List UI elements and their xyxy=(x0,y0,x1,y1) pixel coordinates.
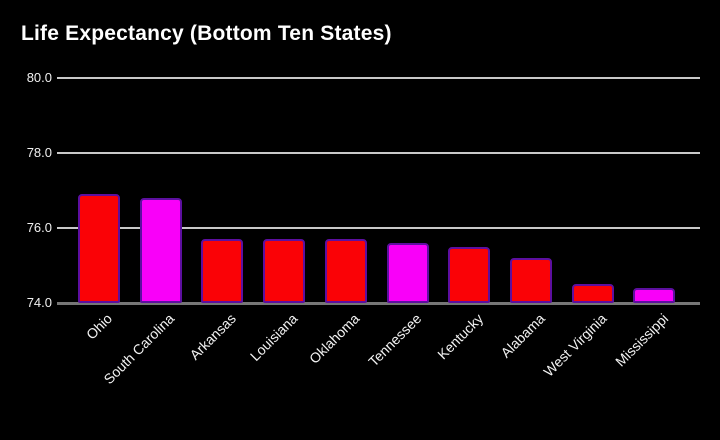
y-tick-label: 80.0 xyxy=(26,70,52,85)
bar-arkansas xyxy=(201,239,244,303)
bar-ohio xyxy=(78,194,120,303)
gridline-76.0 xyxy=(57,227,700,229)
y-tick-label: 76.0 xyxy=(26,220,52,235)
bar-oklahoma xyxy=(324,239,367,303)
x-tick-label-tennessee: Tennessee xyxy=(364,310,425,370)
bar-mississippi xyxy=(633,288,676,303)
bar-louisiana xyxy=(263,239,306,303)
x-tick-label-ohio: Ohio xyxy=(83,310,116,343)
x-tick-label-mississippi: Mississippi xyxy=(611,310,671,370)
y-tick-label: 74.0 xyxy=(26,295,52,310)
x-tick-label-arkansas: Arkansas xyxy=(186,310,240,363)
x-tick-label-oklahoma: Oklahoma xyxy=(305,310,363,367)
gridline-74.0 xyxy=(57,302,700,305)
x-tick-label-louisiana: Louisiana xyxy=(247,310,301,364)
bar-kentucky xyxy=(448,246,491,303)
bar-tennessee xyxy=(386,243,429,303)
chart-title: Life Expectancy (Bottom Ten States) xyxy=(21,22,392,45)
y-tick-label: 78.0 xyxy=(26,145,52,160)
x-tick-label-west-virginia: West Virginia xyxy=(539,310,610,380)
x-tick-label-alabama: Alabama xyxy=(497,310,548,361)
bar-south-carolina xyxy=(139,198,182,303)
bar-alabama xyxy=(509,258,552,303)
bar-west-virginia xyxy=(571,284,614,303)
gridline-80.0 xyxy=(57,77,700,79)
gridline-78.0 xyxy=(57,152,700,154)
x-tick-label-kentucky: Kentucky xyxy=(433,310,486,363)
